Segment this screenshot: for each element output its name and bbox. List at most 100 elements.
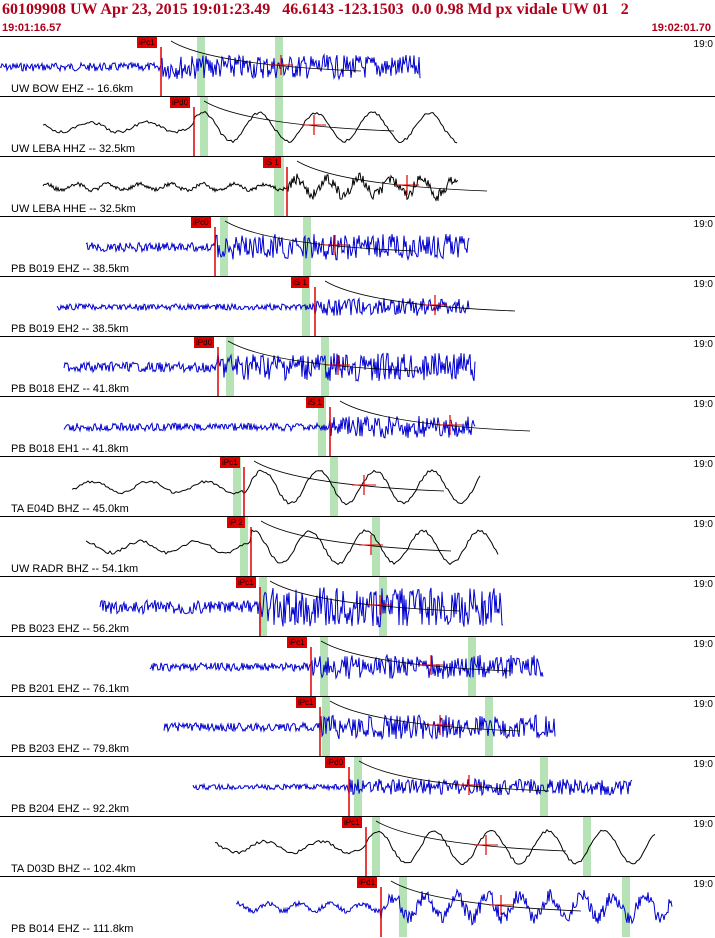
s-window bbox=[540, 757, 548, 817]
waveform-trace bbox=[149, 653, 544, 680]
p-window bbox=[233, 457, 241, 517]
pick-label[interactable]: iP 2 bbox=[227, 517, 245, 528]
waveform-trace bbox=[192, 777, 633, 797]
seismogram-panel[interactable]: iPd0 PB B018 EHZ -- 41.8km 19:0 bbox=[0, 336, 715, 397]
p-window bbox=[200, 97, 208, 157]
waveform-trace bbox=[235, 888, 673, 926]
waveform-plot bbox=[192, 757, 633, 817]
coda-curve bbox=[324, 280, 516, 312]
coda-curve bbox=[203, 100, 395, 132]
panel-time-label: 19:0 bbox=[693, 279, 713, 290]
seismogram-panel[interactable]: iPc1 PB B203 EHZ -- 79.8km 19:0 bbox=[0, 696, 715, 757]
waveform-trace bbox=[163, 714, 556, 741]
waveform-plot bbox=[42, 157, 488, 217]
seismogram-panel[interactable]: iP 2 UW RADR BHZ -- 54.1km 19:0 bbox=[0, 516, 715, 577]
pick-label[interactable]: iPc1 bbox=[137, 37, 157, 48]
channel-label: PB B018 EHZ -- 41.8km bbox=[10, 383, 130, 395]
seismogram-panel[interactable]: iPc1 PB B201 EHZ -- 76.1km 19:0 bbox=[0, 636, 715, 697]
seismogram-panel[interactable]: iPc0 PB B019 EHZ -- 38.5km 19:0 bbox=[0, 216, 715, 277]
seismogram-panel[interactable]: iPd1 PB B014 EHZ -- 111.8km 19:0 bbox=[0, 876, 715, 937]
pick-label[interactable]: iPc1 bbox=[342, 817, 362, 828]
waveform-plot bbox=[149, 637, 544, 697]
s-window bbox=[275, 97, 283, 157]
panel-time-label: 19:0 bbox=[693, 699, 713, 710]
pick-label[interactable]: iS 1 bbox=[291, 277, 309, 288]
panel-time-label: 19:0 bbox=[693, 39, 713, 50]
channel-label: UW LEBA HHE -- 32.5km bbox=[10, 203, 137, 215]
channel-label: TA E04D BHZ -- 45.0km bbox=[10, 503, 130, 515]
p-window bbox=[354, 757, 362, 817]
s-window bbox=[276, 157, 284, 217]
waveform-trace bbox=[56, 297, 470, 316]
coda-curve bbox=[224, 220, 416, 252]
seismogram-panel[interactable]: iPd0 UW LEBA HHZ -- 32.5km bbox=[0, 96, 715, 157]
channel-label: PB B201 EHZ -- 76.1km bbox=[10, 683, 130, 695]
coda-curve bbox=[358, 760, 550, 792]
pick-label[interactable]: iPc1 bbox=[287, 637, 307, 648]
s-window bbox=[275, 37, 283, 97]
panel-time-label: 19:0 bbox=[693, 879, 713, 890]
panel-time-label: 19:0 bbox=[693, 219, 713, 230]
p-window bbox=[372, 817, 380, 877]
waveform-plot bbox=[85, 517, 499, 577]
seismogram-panel[interactable]: iS 1 PB B019 EH2 -- 38.5km 19:0 bbox=[0, 276, 715, 337]
seismogram-panel[interactable]: iPc1 UW BOW EHZ -- 16.6km 19:0 bbox=[0, 36, 715, 97]
channel-label: UW LEBA HHZ -- 32.5km bbox=[10, 143, 137, 155]
s-window bbox=[302, 277, 310, 337]
waveform-trace bbox=[42, 172, 458, 202]
pick-label[interactable]: iPc1 bbox=[296, 697, 316, 708]
seismogram-panels: iPc1 UW BOW EHZ -- 16.6km 19:0 iPd0 UW LEBA … bbox=[0, 36, 715, 938]
pick-label[interactable]: iPd0 bbox=[325, 757, 346, 768]
waveform-plot bbox=[42, 97, 458, 157]
waveform-plot bbox=[99, 577, 504, 637]
coda-curve bbox=[339, 400, 531, 432]
s-window bbox=[622, 877, 630, 937]
seismogram-panel[interactable]: iPd0 PB B204 EHZ -- 92.2km 19:0 bbox=[0, 756, 715, 817]
channel-label: PB B203 EHZ -- 79.8km bbox=[10, 743, 130, 755]
pick-label[interactable]: iS 1 bbox=[306, 397, 324, 408]
panel-time-label: 19:0 bbox=[693, 459, 713, 470]
panel-time-label: 19:0 bbox=[693, 519, 713, 530]
waveform-plot bbox=[0, 37, 421, 97]
pick-label[interactable]: iPd1 bbox=[357, 877, 378, 888]
waveform-plot bbox=[214, 817, 656, 877]
pick-label[interactable]: iPd0 bbox=[194, 337, 215, 348]
seismogram-panel[interactable]: iPc1 TA E04D BHZ -- 45.0km 19:0 bbox=[0, 456, 715, 517]
channel-label: PB B019 EHZ -- 38.5km bbox=[10, 263, 130, 275]
channel-label: PB B023 EHZ -- 56.2km bbox=[10, 623, 130, 635]
channel-label: PB B019 EH2 -- 38.5km bbox=[10, 323, 130, 335]
seismogram-panel[interactable]: iPc1 TA D03D BHZ -- 102.4km 19:0 bbox=[0, 816, 715, 877]
channel-label: UW RADR BHZ -- 54.1km bbox=[10, 563, 140, 575]
waveform-trace bbox=[214, 829, 656, 866]
channel-label: TA D03D BHZ -- 102.4km bbox=[10, 863, 137, 875]
coda-curve bbox=[227, 340, 419, 372]
waveform-plot bbox=[56, 277, 516, 337]
end-time: 19:02:01.70 bbox=[651, 22, 711, 34]
waveform-plot bbox=[235, 877, 673, 937]
pick-label[interactable]: iPc1 bbox=[220, 457, 240, 468]
seismogram-panel[interactable]: iPc1 PB B023 EHZ -- 56.2km 19:0 bbox=[0, 576, 715, 637]
coda-curve bbox=[320, 640, 512, 672]
s-window bbox=[321, 337, 329, 397]
channel-label: PB B204 EHZ -- 92.2km bbox=[10, 803, 130, 815]
pick-label[interactable]: iS 1 bbox=[263, 157, 281, 168]
pick-label[interactable]: iPd0 bbox=[170, 97, 191, 108]
event-title: 60109908 UW Apr 23, 2015 19:01:23.49 46.… bbox=[2, 1, 629, 18]
seismogram-panel[interactable]: iS 1 UW LEBA HHE -- 32.5km bbox=[0, 156, 715, 217]
waveform-plot bbox=[71, 457, 481, 517]
seismogram-panel[interactable]: iS 1 PB B018 EH1 -- 41.8km 19:0 bbox=[0, 396, 715, 457]
coda-curve bbox=[260, 520, 452, 552]
waveform-trace bbox=[42, 110, 458, 144]
channel-label: PB B018 EH1 -- 41.8km bbox=[10, 443, 130, 455]
channel-label: PB B014 EHZ -- 111.8km bbox=[10, 923, 135, 935]
start-time: 19:01:16.57 bbox=[2, 22, 62, 34]
waveform-trace bbox=[71, 469, 481, 506]
p-window bbox=[220, 217, 228, 277]
waveform-plot bbox=[63, 397, 531, 457]
waveform-trace bbox=[63, 352, 476, 382]
waveform-trace bbox=[63, 415, 476, 439]
s-window bbox=[583, 817, 591, 877]
pick-label[interactable]: iPc0 bbox=[191, 217, 211, 228]
coda-curve bbox=[329, 700, 521, 732]
pick-label[interactable]: iPc1 bbox=[236, 577, 256, 588]
